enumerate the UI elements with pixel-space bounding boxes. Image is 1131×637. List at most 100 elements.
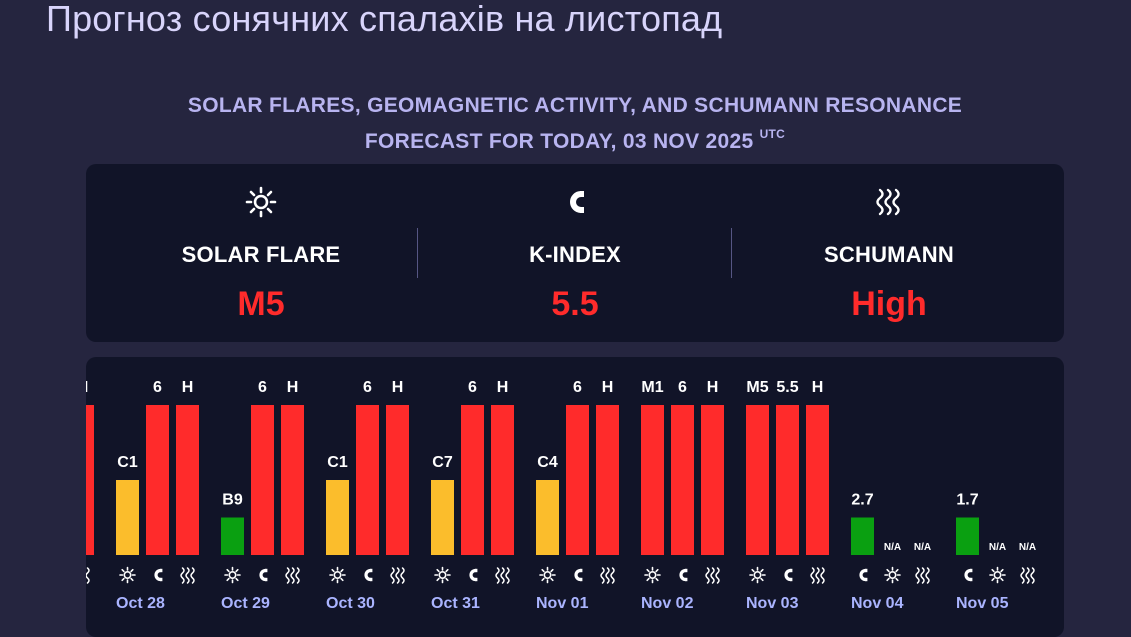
magnet-icon <box>154 568 163 582</box>
magnet-icon <box>364 568 373 582</box>
date-label: Oct 28 <box>116 595 165 612</box>
k-index-value: 5.5 <box>551 285 599 323</box>
bar-k <box>776 405 799 555</box>
bar-schumann <box>491 405 514 555</box>
magnet-icon <box>784 568 793 582</box>
bar-label-flare: M1 <box>641 379 663 396</box>
today-summary-panel: SOLAR FLARE M5 K-INDEX 5.5 SCHUMANN <box>86 164 1064 342</box>
date-label: Nov 02 <box>641 595 694 612</box>
bar-k <box>956 517 979 555</box>
summary-schumann: SCHUMANN High <box>732 164 1046 342</box>
bar-label-flare: C1 <box>117 454 138 471</box>
sun-icon <box>884 566 901 584</box>
bar-schumann <box>386 405 409 555</box>
bar-schumann <box>86 405 94 555</box>
na-label-flare: N/A <box>989 542 1006 553</box>
bar-label-k: 6 <box>153 379 162 396</box>
forecast-heading: SOLAR FLARES, GEOMAGNETIC ACTIVITY, AND … <box>120 90 1030 157</box>
bar-label-schumann: H <box>812 379 824 396</box>
sun-icon <box>104 186 418 218</box>
solar-flare-label: SOLAR FLARE <box>181 242 341 267</box>
waves-icon <box>285 567 300 584</box>
waves-icon <box>390 567 405 584</box>
bar-flare <box>536 480 559 555</box>
bar-flare <box>746 405 769 555</box>
date-label: Nov 05 <box>956 595 1009 612</box>
magnet-icon <box>469 568 478 582</box>
solar-flare-value: M5 <box>237 285 285 323</box>
date-label: Oct 31 <box>431 595 480 612</box>
bar-k <box>251 405 274 555</box>
bar-label-k: 6 <box>363 379 372 396</box>
waves-icon <box>810 567 825 584</box>
sun-icon <box>644 566 661 584</box>
forecast-date-text: FORECAST FOR TODAY, 03 NOV 2025 <box>364 130 754 153</box>
waves-icon <box>180 567 195 584</box>
bar-k <box>671 405 694 555</box>
summary-k-index: K-INDEX 5.5 <box>418 164 732 342</box>
waves-icon <box>1020 567 1035 584</box>
schumann-value: High <box>851 285 927 323</box>
waves-icon <box>495 567 510 584</box>
bar-flare <box>641 405 664 555</box>
date-label: Oct 30 <box>326 595 375 612</box>
sun-icon <box>539 566 556 584</box>
magnet-icon <box>418 186 732 218</box>
bar-schumann <box>596 405 619 555</box>
date-label: Nov 01 <box>536 595 589 612</box>
magnet-icon <box>574 568 583 582</box>
bar-label-schumann: H <box>497 379 509 396</box>
magnet-icon <box>859 568 868 582</box>
forecast-heading-line1: SOLAR FLARES, GEOMAGNETIC ACTIVITY, AND … <box>187 94 963 117</box>
bar-label-schumann: H <box>182 379 194 396</box>
bar-label-schumann: H <box>86 379 88 396</box>
page-title: Прогноз сонячних спалахів на листопад <box>46 0 723 39</box>
waves-icon <box>86 567 90 584</box>
bar-label-flare: C4 <box>537 454 558 471</box>
forecast-chart-panel: H C1 6 H Oct 28 B9 6 H Oct 29 C1 6 H Oct 30 C7 6 H Oct 3… <box>86 357 1064 637</box>
bar-label-k: 6 <box>573 379 582 396</box>
bar-label-flare: B9 <box>222 492 243 509</box>
summary-solar-flare: SOLAR FLARE M5 <box>104 164 418 342</box>
bar-flare <box>431 480 454 555</box>
bar-flare <box>326 480 349 555</box>
bar-k <box>851 517 874 555</box>
bar-k <box>356 405 379 555</box>
bar-label-k: 2.7 <box>851 492 873 509</box>
magnet-icon <box>259 568 268 582</box>
summary-divider <box>417 228 418 278</box>
waves-icon <box>915 567 930 584</box>
bar-label-flare: C1 <box>327 454 348 471</box>
bar-schumann <box>701 405 724 555</box>
sun-icon <box>224 566 241 584</box>
bar-label-schumann: H <box>602 379 614 396</box>
magnet-icon <box>964 568 973 582</box>
sun-icon <box>434 566 451 584</box>
bar-k <box>566 405 589 555</box>
forecast-heading-line2: FORECAST FOR TODAY, 03 NOV 2025 UTC <box>120 121 1030 157</box>
date-label: Oct 29 <box>221 595 270 612</box>
sun-icon <box>749 566 766 584</box>
sun-icon <box>329 566 346 584</box>
bar-label-k: 6 <box>678 379 687 396</box>
bar-label-flare: M5 <box>746 379 768 396</box>
bar-flare <box>221 517 244 555</box>
schumann-label: SCHUMANN <box>824 242 954 267</box>
timezone-label: UTC <box>759 127 786 141</box>
bar-label-schumann: H <box>392 379 404 396</box>
summary-divider <box>731 228 732 278</box>
na-label-flare: N/A <box>884 542 901 553</box>
waves-icon <box>600 567 615 584</box>
bar-label-k: 1.7 <box>956 492 978 509</box>
sun-icon <box>119 566 136 584</box>
bar-schumann <box>176 405 199 555</box>
date-label: Nov 04 <box>851 595 904 612</box>
bar-k <box>461 405 484 555</box>
bar-schumann <box>281 405 304 555</box>
forecast-chart: H C1 6 H Oct 28 B9 6 H Oct 29 C1 6 H Oct 30 C7 6 H Oct 3… <box>86 379 1036 612</box>
bar-schumann <box>806 405 829 555</box>
na-label-schumann: N/A <box>914 542 931 553</box>
bar-label-flare: C7 <box>432 454 453 471</box>
date-label: Nov 03 <box>746 595 799 612</box>
bar-label-schumann: H <box>287 379 299 396</box>
